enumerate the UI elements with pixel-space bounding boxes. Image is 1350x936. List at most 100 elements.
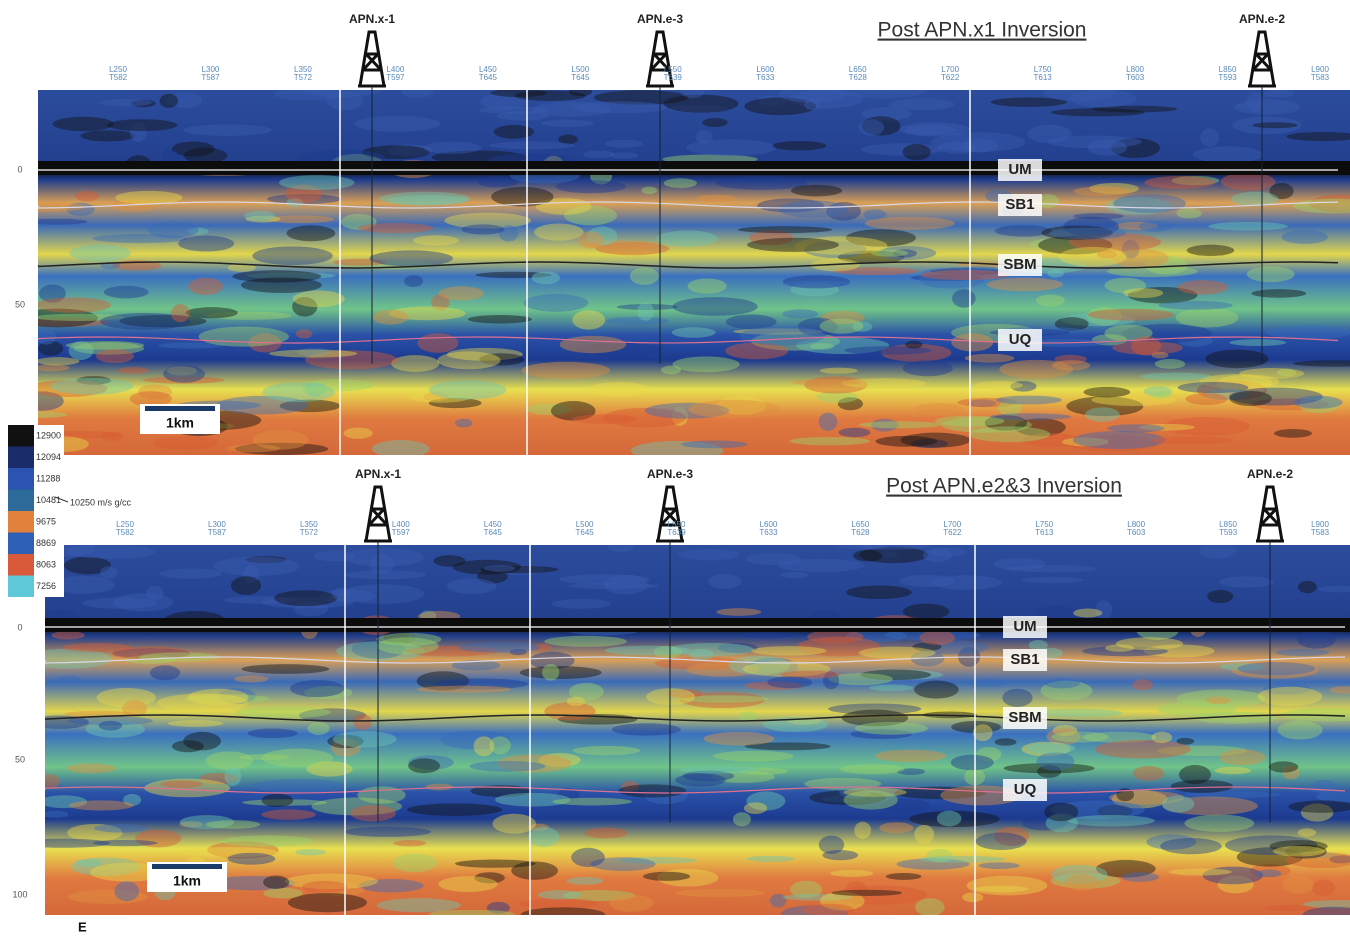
texture-blob bbox=[81, 130, 135, 141]
texture-blob bbox=[1176, 308, 1238, 328]
texture-blob bbox=[1152, 436, 1234, 444]
colorbar-swatch bbox=[8, 533, 34, 555]
texture-blob bbox=[680, 84, 705, 98]
texture-blob bbox=[1073, 609, 1102, 618]
texture-blob bbox=[313, 551, 354, 562]
scale-label: 1km bbox=[166, 415, 194, 431]
panel-title: Post APN.e2&3 Inversion bbox=[886, 475, 1122, 498]
texture-blob bbox=[236, 706, 331, 718]
texture-blob bbox=[178, 236, 234, 252]
colorbar-swatch bbox=[8, 511, 34, 533]
texture-blob bbox=[511, 861, 558, 879]
texture-blob bbox=[641, 187, 657, 195]
texture-blob bbox=[951, 755, 994, 770]
texture-blob bbox=[571, 848, 605, 867]
texture-blob bbox=[160, 94, 178, 108]
trace-label: T633 bbox=[759, 528, 778, 537]
texture-blob bbox=[556, 180, 626, 193]
texture-blob bbox=[879, 822, 913, 833]
texture-blob bbox=[1252, 122, 1297, 128]
texture-blob bbox=[560, 336, 626, 353]
texture-blob bbox=[274, 590, 337, 606]
texture-blob bbox=[739, 711, 757, 721]
texture-blob bbox=[1258, 687, 1323, 706]
texture-blob bbox=[1095, 740, 1191, 759]
texture-blob bbox=[53, 117, 114, 131]
texture-blob bbox=[1193, 146, 1263, 163]
texture-blob bbox=[1207, 590, 1233, 603]
texture-blob bbox=[1132, 679, 1153, 690]
texture-blob bbox=[1215, 767, 1251, 774]
texture-blob bbox=[673, 356, 740, 372]
horizon-label: UM bbox=[1013, 618, 1036, 635]
colorbar-swatch bbox=[8, 490, 34, 512]
texture-blob bbox=[859, 647, 936, 659]
texture-blob bbox=[854, 822, 871, 839]
texture-blob bbox=[171, 304, 190, 322]
texture-blob bbox=[643, 872, 690, 881]
texture-blob bbox=[688, 400, 779, 419]
texture-blob bbox=[875, 750, 946, 762]
texture-blob bbox=[188, 689, 249, 705]
texture-blob bbox=[1297, 630, 1336, 649]
texture-blob bbox=[1269, 761, 1299, 772]
texture-blob bbox=[716, 176, 807, 190]
texture-blob bbox=[903, 604, 949, 620]
texture-blob bbox=[1139, 221, 1172, 232]
texture-blob bbox=[1219, 749, 1265, 765]
colorbar-swatch bbox=[8, 425, 34, 447]
well-name: APN.x-1 bbox=[349, 12, 395, 26]
texture-blob bbox=[552, 599, 611, 609]
texture-blob bbox=[605, 646, 691, 656]
texture-blob bbox=[1229, 339, 1286, 346]
texture-blob bbox=[1051, 731, 1108, 742]
texture-blob bbox=[931, 132, 1025, 152]
texture-blob bbox=[782, 309, 818, 318]
texture-blob bbox=[713, 751, 793, 762]
depth-tick-label: 50 bbox=[15, 754, 25, 764]
texture-blob bbox=[354, 116, 440, 132]
trace-label: T582 bbox=[116, 528, 135, 537]
texture-blob bbox=[438, 876, 497, 892]
texture-blob bbox=[552, 798, 632, 806]
colorbar-swatch bbox=[8, 576, 34, 598]
texture-blob bbox=[439, 286, 484, 300]
texture-blob bbox=[417, 686, 512, 693]
trace-label: T645 bbox=[479, 73, 498, 82]
texture-blob bbox=[739, 326, 825, 345]
texture-blob bbox=[903, 144, 931, 160]
texture-blob bbox=[1064, 874, 1099, 891]
texture-blob bbox=[528, 827, 560, 847]
texture-blob bbox=[889, 98, 954, 110]
texture-blob bbox=[459, 642, 540, 652]
texture-blob bbox=[231, 576, 261, 595]
colorbar-swatch bbox=[8, 447, 34, 469]
texture-blob bbox=[973, 724, 993, 741]
texture-blob bbox=[206, 751, 253, 770]
panel-title: Post APN.x1 Inversion bbox=[878, 19, 1087, 42]
trace-label: T593 bbox=[1218, 73, 1237, 82]
trace-label: T597 bbox=[392, 528, 411, 537]
texture-blob bbox=[976, 833, 1027, 851]
texture-blob bbox=[915, 898, 945, 916]
trace-label: T583 bbox=[1311, 528, 1330, 537]
texture-blob bbox=[609, 894, 654, 911]
texture-blob bbox=[93, 840, 157, 846]
texture-blob bbox=[447, 578, 497, 593]
colorbar-label: 12094 bbox=[36, 452, 61, 462]
texture-blob bbox=[822, 850, 858, 860]
scale-label: 1km bbox=[173, 873, 201, 889]
texture-blob bbox=[183, 124, 272, 136]
well-name: APN.e-2 bbox=[1247, 467, 1293, 481]
texture-blob bbox=[520, 666, 602, 679]
texture-blob bbox=[66, 544, 156, 558]
texture-blob bbox=[744, 802, 767, 814]
texture-blob bbox=[740, 632, 795, 638]
texture-blob bbox=[770, 894, 787, 908]
texture-blob bbox=[42, 811, 68, 818]
texture-blob bbox=[51, 631, 84, 639]
texture-blob bbox=[429, 380, 507, 399]
um-black-band bbox=[45, 618, 1350, 632]
depth-tick-label: 0 bbox=[17, 622, 22, 632]
texture-blob bbox=[100, 566, 118, 579]
